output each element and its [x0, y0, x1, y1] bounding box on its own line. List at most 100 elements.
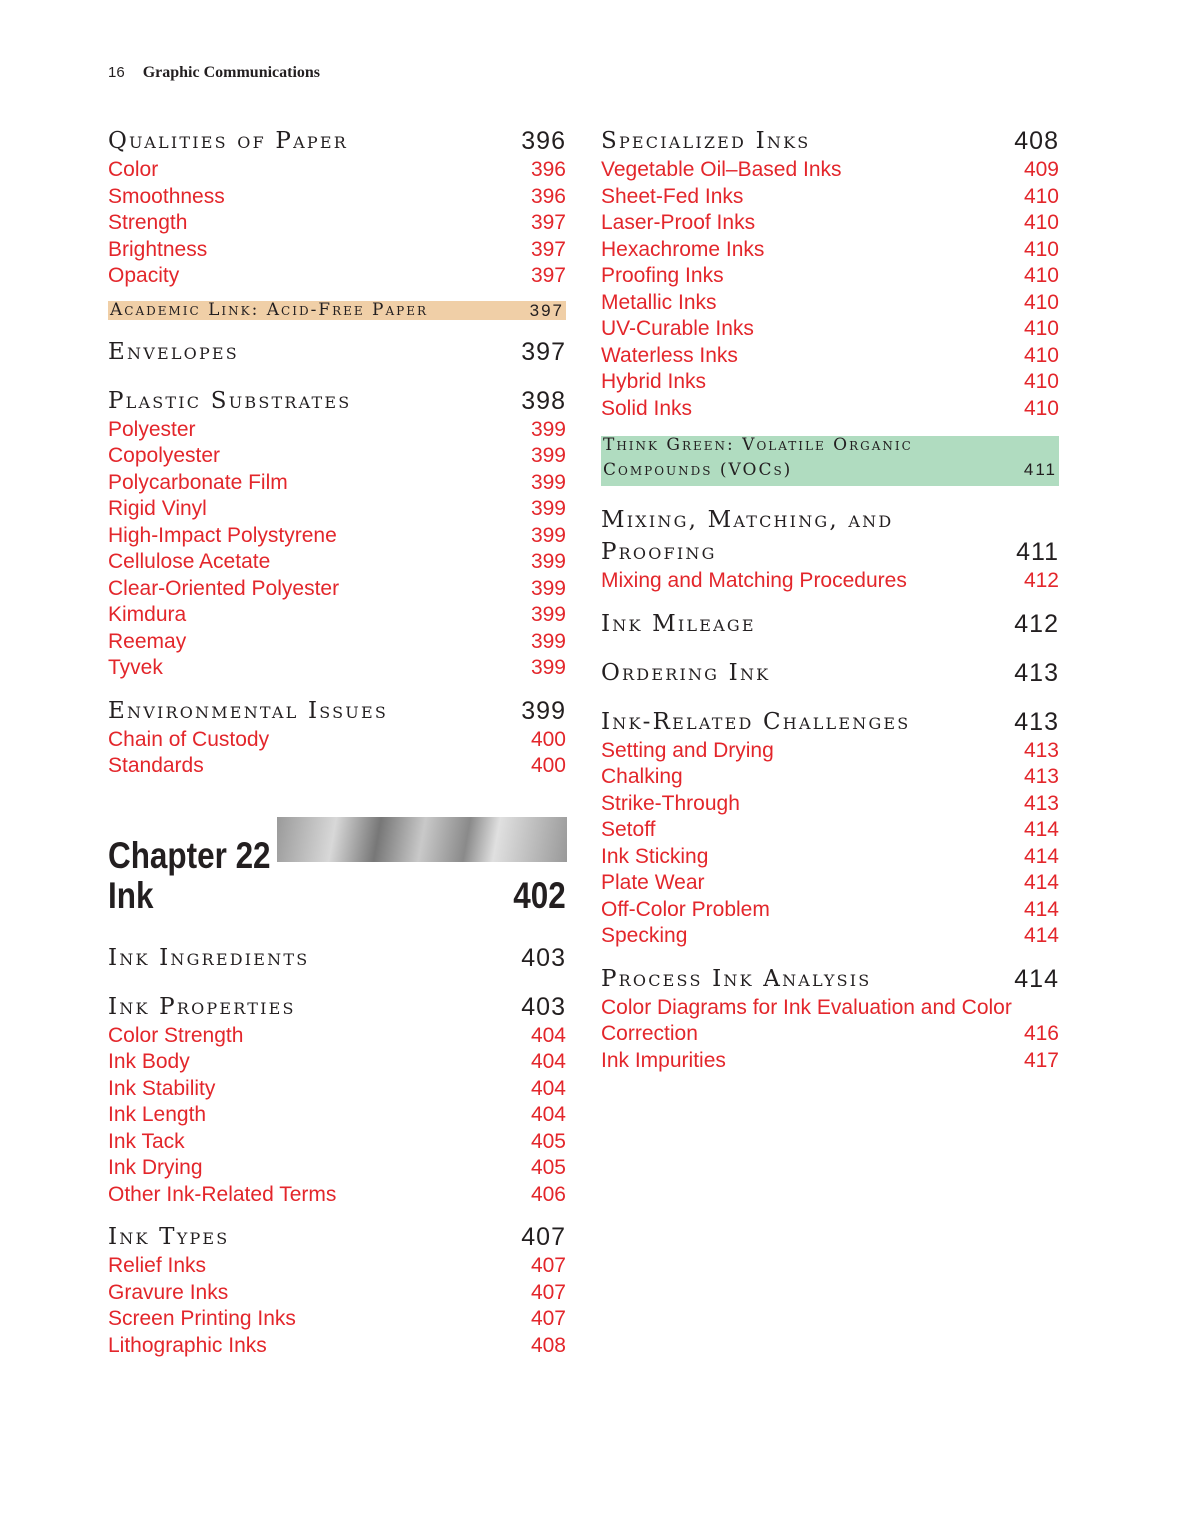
page-ref: 416	[1023, 1022, 1059, 1045]
toc-item[interactable]: Rigid Vinyl 399	[108, 496, 566, 523]
page-ref: 399	[521, 696, 566, 725]
toc-item[interactable]: Relief Inks 407	[108, 1253, 566, 1280]
toc-item[interactable]: Polyester 399	[108, 417, 566, 444]
toc-item[interactable]: Ink Impurities 417	[601, 1048, 1059, 1075]
section-heading[interactable]: Specialized Inks 408	[601, 125, 1059, 157]
toc-item[interactable]: Other Ink-Related Terms 406	[108, 1182, 566, 1209]
toc-item[interactable]: Laser-Proof Inks 410	[601, 210, 1059, 237]
item-text: Smoothness	[108, 184, 225, 208]
toc-item[interactable]: Cellulose Acetate 399	[108, 549, 566, 576]
page-number: 16	[108, 64, 125, 81]
toc-item[interactable]: Standards 400	[108, 753, 566, 780]
toc-item[interactable]: Ink Body 404	[108, 1049, 566, 1076]
toc-item[interactable]: Lithographic Inks 408	[108, 1333, 566, 1360]
page-ref: 400	[530, 754, 566, 777]
page-ref: 414	[1023, 924, 1059, 947]
section-heading[interactable]: Ink Types 407	[108, 1221, 566, 1253]
toc-item[interactable]: Smoothness 396	[108, 184, 566, 211]
toc-item[interactable]: Strike-Through 413	[601, 791, 1059, 818]
section-heading[interactable]: Environmental Issues 399	[108, 695, 566, 727]
item-text: Screen Printing Inks	[108, 1307, 296, 1330]
page-ref: 414	[1023, 897, 1059, 921]
toc-item[interactable]: Setting and Drying 413	[601, 738, 1059, 765]
page-ref: 408	[1014, 127, 1059, 155]
toc-item[interactable]: Solid Inks 410	[601, 396, 1059, 423]
item-text: Plate Wear	[601, 871, 705, 894]
section-heading[interactable]: Mixing, Matching, and Proofing 411	[601, 504, 1059, 568]
section-heading[interactable]: Ordering Ink 413	[601, 657, 1059, 689]
toc-item[interactable]: Waterless Inks 410	[601, 343, 1059, 370]
box-line: Compounds (VOCs) 411	[603, 461, 1057, 486]
toc-item[interactable]: Copolyester 399	[108, 443, 566, 470]
section-heading[interactable]: Plastic Substrates 398	[108, 385, 566, 417]
toc-item[interactable]: Chalking 413	[601, 764, 1059, 791]
toc-item[interactable]: Gravure Inks 407	[108, 1280, 566, 1307]
toc-list: Color Strength 404 Ink Body 404 Ink Stabilit…	[108, 1023, 566, 1209]
toc-list: Color 396 Smoothness 396 Strength 397 Brightne…	[108, 157, 566, 290]
section-heading[interactable]: Ink Ingredients 403	[108, 942, 566, 974]
page-ref: 410	[1023, 264, 1059, 287]
section-heading[interactable]: Process Ink Analysis 414	[601, 963, 1059, 995]
toc-item[interactable]: Proofing Inks 410	[601, 263, 1059, 290]
toc-item[interactable]: Ink Length 404	[108, 1102, 566, 1129]
toc-item[interactable]: Clear-Oriented Polyester 399	[108, 576, 566, 603]
page-ref: 410	[1023, 290, 1059, 314]
toc-item[interactable]: Color 396	[108, 157, 566, 184]
page-ref: 408	[530, 1333, 566, 1357]
toc-item[interactable]: Tyvek 399	[108, 655, 566, 682]
toc-item[interactable]: Brightness 397	[108, 237, 566, 264]
book-title: Graphic Communications	[142, 64, 321, 81]
toc-item[interactable]: Sheet-Fed Inks 410	[601, 184, 1059, 211]
page-ref: 414	[1023, 844, 1059, 868]
toc-item[interactable]: Vegetable Oil–Based Inks 409	[601, 157, 1059, 184]
toc-item[interactable]: Screen Printing Inks 407	[108, 1306, 566, 1333]
toc-item[interactable]: Specking 414	[601, 923, 1059, 950]
heading-text: Ordering Ink	[601, 659, 771, 686]
toc-item[interactable]: Chain of Custody 400	[108, 727, 566, 754]
section-heading[interactable]: Qualities of Paper 396	[108, 125, 566, 157]
item-text: UV-Curable Inks	[601, 317, 754, 340]
toc-item[interactable]: Color Diagrams for Ink Evaluation and Co…	[601, 995, 1059, 1048]
toc-item[interactable]: High-Impact Polystyrene 399	[108, 523, 566, 550]
think-green-box[interactable]: Think Green: Volatile Organic Compounds …	[601, 436, 1059, 486]
page-ref: 396	[521, 127, 566, 155]
toc-item[interactable]: Ink Sticking 414	[601, 844, 1059, 871]
toc-item[interactable]: Plate Wear 414	[601, 870, 1059, 897]
toc-item[interactable]: Ink Stability 404	[108, 1076, 566, 1103]
heading-text: Envelopes	[108, 338, 239, 365]
item-text: Color	[108, 158, 159, 181]
item-text: Polycarbonate Film	[108, 470, 288, 494]
page-ref: 399	[530, 550, 566, 573]
toc-item[interactable]: Opacity 397	[108, 263, 566, 290]
toc-item[interactable]: Hexachrome Inks 410	[601, 237, 1059, 264]
item-text: Proofing Inks	[601, 264, 724, 287]
toc-item[interactable]: Kimdura 399	[108, 602, 566, 629]
chapter-header[interactable]: Chapter 22 Ink 402	[108, 816, 567, 916]
page-ref: 413	[1023, 738, 1059, 762]
item-text: Hybrid Inks	[601, 370, 707, 393]
item-text: Standards	[108, 754, 204, 777]
heading-line: Proofing 411	[601, 536, 1059, 568]
item-text: Mixing and Matching Procedures	[601, 569, 907, 592]
heading-text: Specialized Inks	[601, 128, 811, 154]
section-heading[interactable]: Envelopes 397	[108, 336, 566, 368]
item-text: Relief Inks	[108, 1254, 207, 1277]
toc-item[interactable]: Hybrid Inks 410	[601, 369, 1059, 396]
toc-item[interactable]: Setoff 414	[601, 817, 1059, 844]
section-heading[interactable]: Ink Properties 403	[108, 991, 566, 1023]
toc-item[interactable]: Strength 397	[108, 210, 566, 237]
toc-item[interactable]: UV-Curable Inks 410	[601, 316, 1059, 343]
box-text: Academic Link: Acid-Free Paper	[110, 299, 429, 320]
item-text: Ink Body	[108, 1050, 190, 1073]
toc-item[interactable]: Polycarbonate Film 399	[108, 470, 566, 497]
toc-item[interactable]: Ink Tack 405	[108, 1129, 566, 1156]
section-heading[interactable]: Ink Mileage 412	[601, 608, 1059, 640]
toc-item[interactable]: Color Strength 404	[108, 1023, 566, 1050]
toc-item[interactable]: Ink Drying 405	[108, 1155, 566, 1182]
academic-link-box[interactable]: Academic Link: Acid-Free Paper 397	[108, 299, 566, 320]
toc-item[interactable]: Mixing and Matching Procedures 412	[601, 568, 1059, 595]
section-heading[interactable]: Ink-Related Challenges 413	[601, 706, 1059, 738]
toc-item[interactable]: Reemay 399	[108, 629, 566, 656]
toc-item[interactable]: Off-Color Problem 414	[601, 897, 1059, 924]
toc-item[interactable]: Metallic Inks 410	[601, 290, 1059, 317]
